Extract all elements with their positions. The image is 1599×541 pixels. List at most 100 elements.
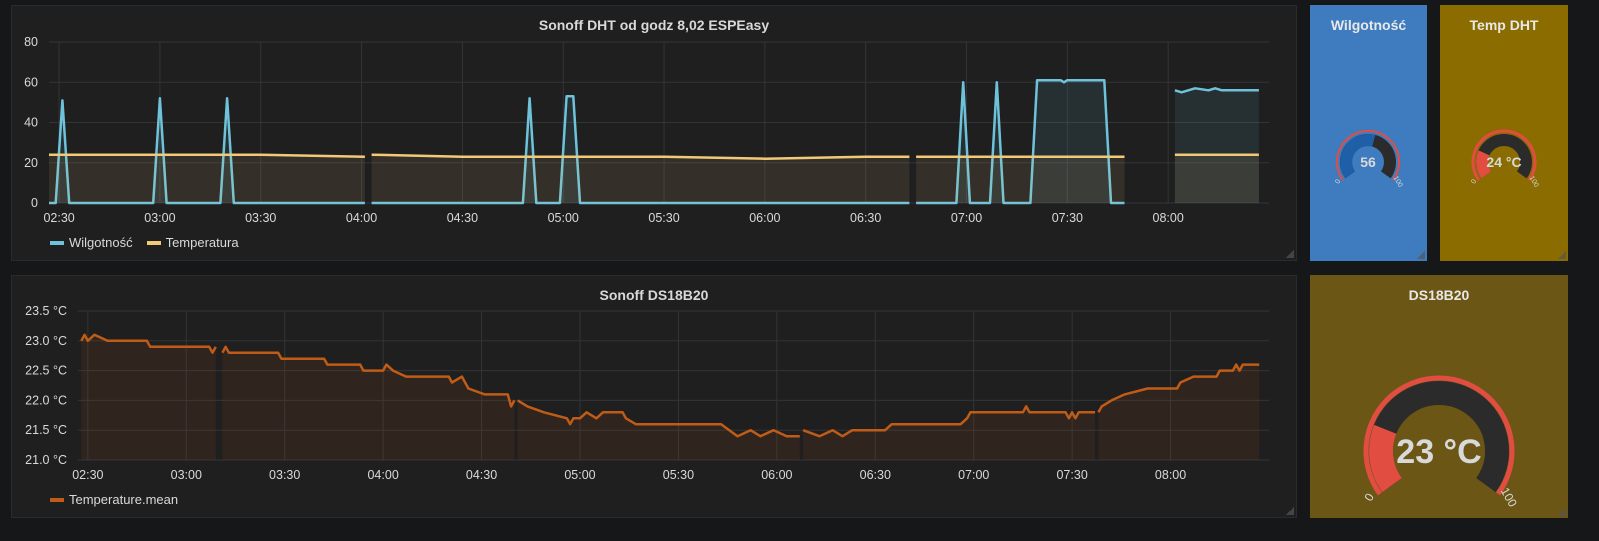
x-tick-label: 03:00 — [171, 468, 202, 482]
x-tick-label: 08:00 — [1153, 211, 1184, 225]
gauge-min-label: 0 — [1361, 491, 1377, 504]
series-line[interactable] — [221, 345, 516, 408]
dht-chart[interactable]: 0 20 40 60 80 02:30 03:00 03:30 04:00 04:30 05:00 0… — [12, 6, 1298, 262]
gauge-threshold-ring — [1336, 130, 1400, 181]
legend-item-humidity[interactable]: Wilgotność — [50, 235, 133, 250]
y-tick-label: 80 — [24, 35, 38, 49]
gauge-fill — [1369, 424, 1403, 493]
resize-handle[interactable] — [1558, 508, 1566, 516]
gauge-max-label: 100 — [1528, 175, 1540, 189]
y-tick-label: 22.5 °C — [25, 364, 67, 378]
legend: Temperature.mean — [50, 492, 178, 507]
x-tick-label: 05:30 — [663, 468, 694, 482]
x-tick-label: 08:00 — [1155, 468, 1186, 482]
y-tick-label: 0 — [31, 196, 38, 210]
series-area — [1174, 88, 1259, 203]
panel-title[interactable]: Sonoff DS18B20 — [599, 287, 709, 303]
series-line[interactable] — [517, 399, 800, 438]
gauge-threshold-ring — [1363, 375, 1515, 496]
series-line[interactable] — [80, 333, 217, 354]
x-tick-label: 06:00 — [761, 468, 792, 482]
y-tick-label: 23.0 °C — [25, 334, 67, 348]
temp-gauge: 24 °C 0 100 — [1470, 129, 1540, 189]
gauge-min-label: 0 — [1334, 178, 1342, 185]
temp-gauge-panel: Temp DHT 24 °C 0 100 — [1440, 5, 1568, 261]
gauge-value: 24 °C — [1486, 154, 1521, 170]
x-tick-label: 05:00 — [564, 468, 595, 482]
ds-graph-panel: Sonoff DS18B20 21.0 °C 21.5 °C 22.0 °C 22.5… — [11, 275, 1297, 518]
x-tick-label: 05:30 — [648, 211, 679, 225]
series-area — [81, 334, 216, 460]
resize-handle[interactable] — [1286, 507, 1294, 515]
x-tick-label: 03:30 — [245, 211, 276, 225]
series-area — [803, 406, 1096, 460]
series-line[interactable] — [802, 405, 1096, 438]
legend-label: Wilgotność — [69, 235, 133, 250]
legend-swatch — [50, 240, 64, 245]
series-area — [916, 156, 1125, 203]
gauge-value: 56 — [1360, 154, 1376, 170]
x-tick-label: 05:00 — [548, 211, 579, 225]
y-tick-label: 40 — [24, 116, 38, 130]
y-tick-label: 60 — [24, 75, 38, 89]
x-tick-label: 07:30 — [1056, 468, 1087, 482]
gauge-min-label: 0 — [1470, 178, 1478, 185]
series-area — [371, 154, 910, 203]
x-tick-label: 04:30 — [466, 468, 497, 482]
legend: Wilgotność Temperatura — [50, 235, 239, 250]
series-area — [1098, 364, 1260, 460]
series-line[interactable] — [49, 97, 365, 205]
humidity-gauge-panel: Wilgotność 56 0 100 — [1310, 5, 1427, 261]
series-area — [517, 400, 800, 460]
x-tick-label: 04:00 — [346, 211, 377, 225]
x-tick-label: 07:30 — [1052, 211, 1083, 225]
legend-item-temperature[interactable]: Temperatura — [146, 235, 239, 250]
resize-handle[interactable] — [1558, 251, 1566, 259]
legend-swatch — [50, 497, 64, 502]
gauge-max-label: 100 — [1392, 175, 1404, 189]
series-line[interactable] — [1097, 363, 1260, 413]
legend-swatch — [146, 240, 161, 245]
x-tick-label: 06:30 — [850, 211, 881, 225]
ds-gauge: 23 °C0 100 — [1361, 375, 1520, 510]
y-tick-label: 20 — [24, 156, 38, 170]
x-tick-label: 06:00 — [749, 211, 780, 225]
ds-gauge-panel: DS18B20 23 °C 0 100 — [1310, 275, 1568, 518]
series-line[interactable] — [49, 153, 365, 158]
series-area — [916, 80, 1125, 203]
legend-item-mean[interactable]: Temperature.mean — [50, 492, 178, 507]
x-tick-label: 04:00 — [367, 468, 398, 482]
legend-label: Temperature.mean — [69, 492, 179, 507]
y-tick-label: 23.5 °C — [25, 304, 67, 318]
x-tick-label: 07:00 — [951, 211, 982, 225]
gauge-threshold-ring — [1471, 129, 1537, 182]
x-tick-label: 06:30 — [860, 468, 891, 482]
gauge-value: 23 °C — [1396, 433, 1481, 471]
series-area — [1174, 154, 1259, 203]
y-tick-label: 22.0 °C — [25, 393, 67, 407]
gauge-fill — [1340, 134, 1376, 179]
series-line[interactable] — [371, 95, 910, 205]
resize-handle[interactable] — [1417, 251, 1425, 259]
legend-label: Temperatura — [165, 235, 239, 250]
x-tick-label: 07:00 — [958, 468, 989, 482]
series-line[interactable] — [916, 78, 1125, 205]
series-area — [222, 346, 515, 460]
y-tick-label: 21.5 °C — [25, 423, 67, 437]
dht-graph-panel: Sonoff DHT od godz 8,02 ESPEasy 0 20 40 60 8… — [11, 5, 1297, 261]
panel-title[interactable]: Sonoff DHT od godz 8,02 ESPEasy — [538, 17, 770, 33]
series-line[interactable] — [1174, 87, 1259, 94]
x-tick-label: 04:30 — [447, 211, 478, 225]
series-line[interactable] — [371, 153, 910, 160]
panel-title[interactable]: DS18B20 — [1408, 287, 1470, 303]
humidity-gauge: 56 0 100 — [1334, 130, 1404, 189]
series-area — [49, 154, 365, 203]
gauge-fill — [1476, 150, 1492, 179]
x-tick-label: 02:30 — [43, 211, 74, 225]
panel-title[interactable]: Temp DHT — [1469, 17, 1539, 33]
x-tick-label: 02:30 — [72, 468, 103, 482]
resize-handle[interactable] — [1286, 250, 1294, 258]
x-tick-label: 03:00 — [144, 211, 175, 225]
panel-title[interactable]: Wilgotność — [1330, 17, 1407, 33]
ds-chart[interactable]: 21.0 °C 21.5 °C 22.0 °C 22.5 °C 23.0 °C 23.5 … — [12, 276, 1298, 519]
